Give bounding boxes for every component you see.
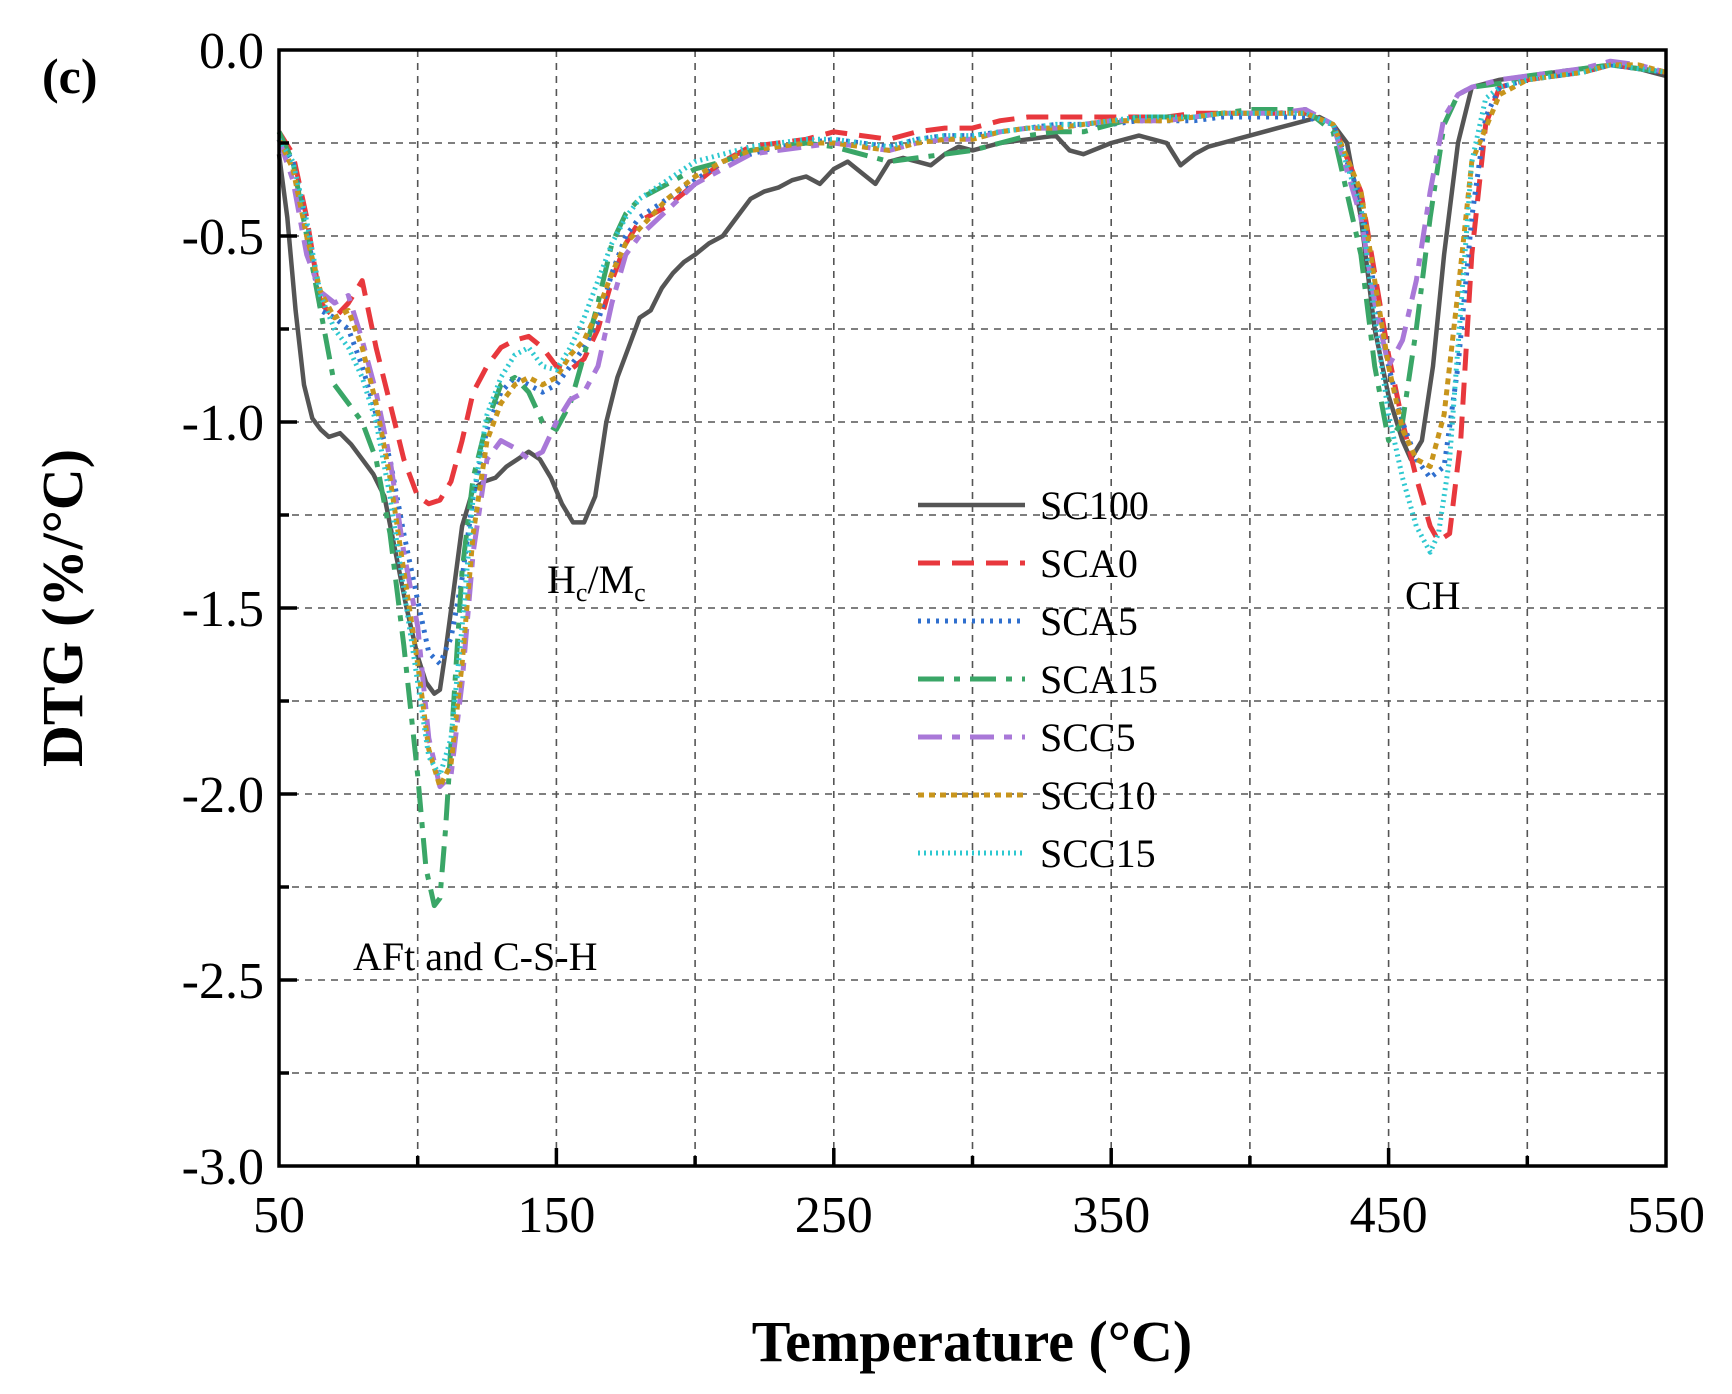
y-tick-label: -1.5 bbox=[182, 581, 264, 638]
x-tick-label: 50 bbox=[253, 1187, 305, 1244]
x-tick-labels: 50 150 250 350 450 550 bbox=[253, 1187, 1705, 1244]
legend-label-scc5: SCC5 bbox=[1040, 715, 1136, 760]
x-tick-label: 550 bbox=[1627, 1187, 1705, 1244]
y-tick-label: -3.0 bbox=[182, 1139, 264, 1196]
y-tick-label: -2.5 bbox=[182, 953, 264, 1010]
panel-label: (c) bbox=[42, 48, 98, 104]
legend-label-sca0: SCA0 bbox=[1040, 541, 1138, 586]
legend-label-sca15: SCA15 bbox=[1040, 657, 1158, 702]
y-tick-label: -2.0 bbox=[182, 767, 264, 824]
axis-ticks bbox=[279, 141, 1530, 1166]
grid-lines bbox=[279, 50, 1666, 1166]
annotation-ch: CH bbox=[1405, 573, 1461, 618]
x-axis-title: Temperature (°C) bbox=[752, 1309, 1192, 1374]
legend-label-scc15: SCC15 bbox=[1040, 831, 1156, 876]
series-line-scc15 bbox=[276, 62, 1667, 778]
y-tick-label: 0.0 bbox=[199, 23, 264, 80]
annotation-hc-mc: Hc/Mc bbox=[547, 557, 646, 607]
legend: SC100 SCA0 SCA5 SCA15 SCC5 SCC10 SCC15 bbox=[918, 483, 1158, 876]
legend-label-sc100: SC100 bbox=[1040, 483, 1149, 528]
x-tick-label: 350 bbox=[1072, 1187, 1150, 1244]
x-tick-label: 250 bbox=[795, 1187, 873, 1244]
series-line-sca0 bbox=[276, 62, 1667, 544]
x-tick-label: 150 bbox=[517, 1187, 595, 1244]
y-tick-label: -1.0 bbox=[182, 395, 264, 452]
legend-label-scc10: SCC10 bbox=[1040, 773, 1156, 818]
y-axis-title: DTG (%/°C) bbox=[30, 449, 95, 767]
series-line-scc10 bbox=[276, 62, 1667, 790]
y-tick-label: -0.5 bbox=[182, 209, 264, 266]
annotation-aft-csh: AFt and C-S-H bbox=[353, 934, 597, 979]
series-line-sca5 bbox=[276, 62, 1667, 667]
series-line-sca15 bbox=[276, 62, 1667, 909]
y-tick-labels: 0.0 -0.5 -1.0 -1.5 -2.0 -2.5 -3.0 bbox=[182, 23, 264, 1196]
legend-label-sca5: SCA5 bbox=[1040, 599, 1138, 644]
x-tick-label: 450 bbox=[1350, 1187, 1428, 1244]
series-lines bbox=[276, 58, 1667, 909]
